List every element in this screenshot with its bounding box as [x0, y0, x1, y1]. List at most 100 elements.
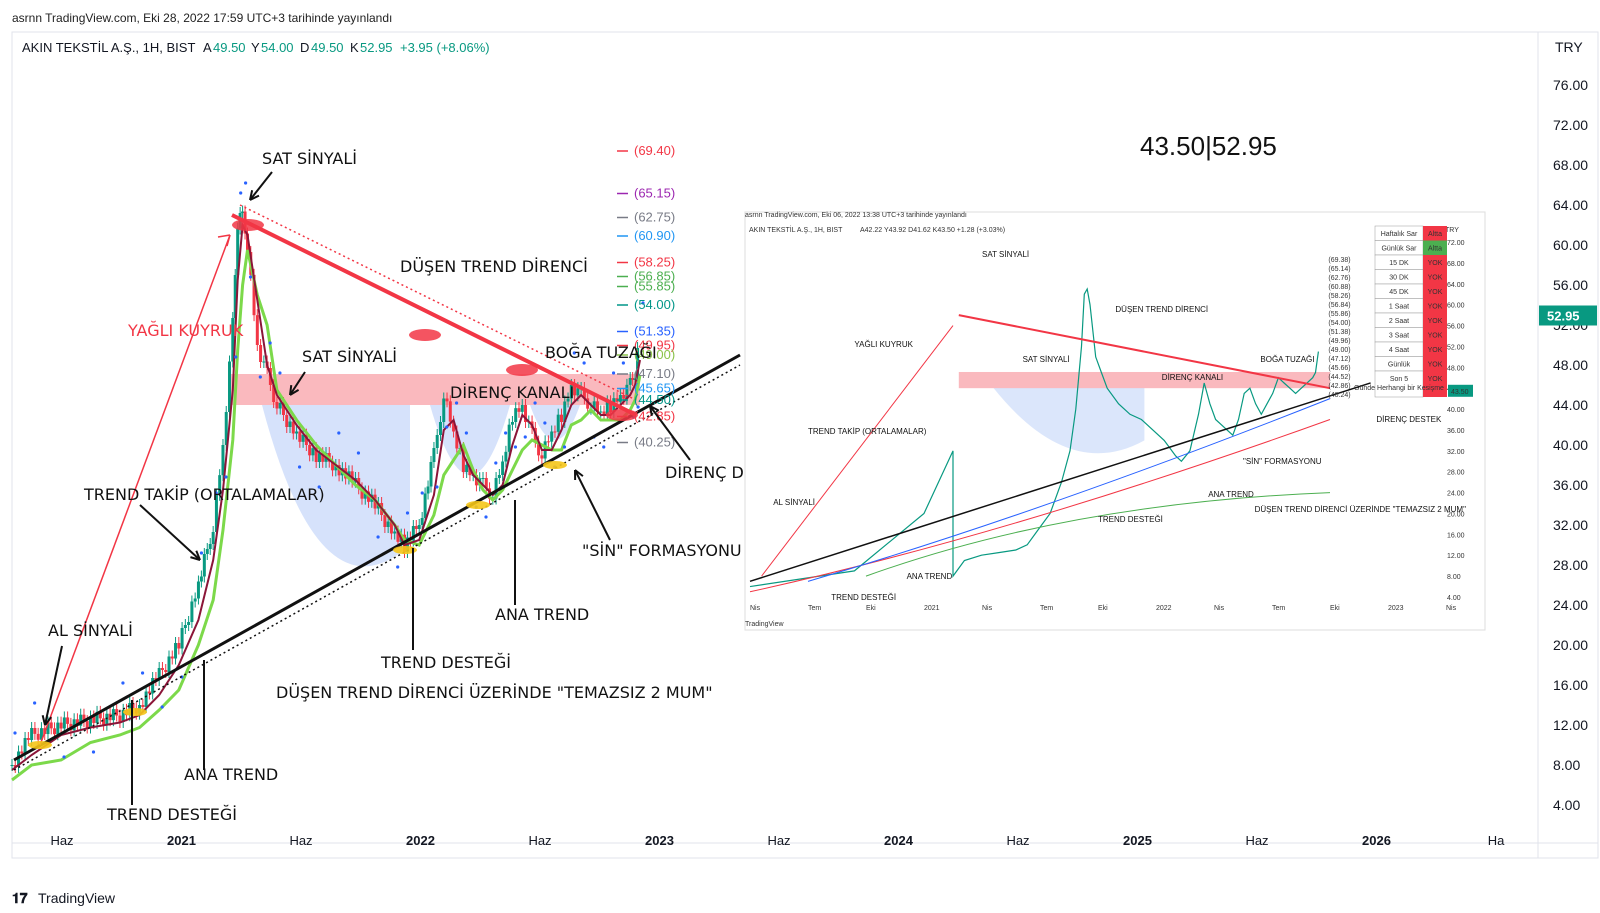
inset-x-tick: Eki	[866, 605, 876, 612]
rally-arrow-line	[39, 234, 231, 746]
ohlc-close: 52.95	[360, 40, 393, 55]
candle-body	[56, 722, 60, 735]
candle-body	[622, 395, 626, 399]
publish-info: asrnn TradingView.com, Eki 28, 2022 17:5…	[12, 11, 392, 25]
candle-body	[13, 765, 17, 767]
annotation-boga-tuzagi: BOĞA TUZAĞI	[545, 343, 657, 362]
sar-dot	[268, 341, 272, 345]
candle-body	[432, 448, 436, 462]
main-trend-support-dotted	[13, 364, 741, 771]
sar-dot	[243, 181, 248, 185]
inset-y-tick: 20.00	[1447, 511, 1465, 518]
y-tick-label: 68.00	[1553, 157, 1588, 173]
candle-body	[157, 668, 161, 680]
candle-body	[363, 491, 367, 499]
x-tick-label: Haz	[1245, 833, 1268, 848]
inset-table-label: 45 DK	[1389, 289, 1409, 296]
candle-body	[625, 384, 629, 399]
candle-body	[442, 398, 446, 422]
annotation-trend-takip: TREND TAKİP (ORTALAMALAR)	[83, 485, 325, 504]
tradingview-logo-icon: 𝟏𝟕	[12, 890, 28, 906]
candle-body	[193, 598, 197, 602]
y-tick-label: 16.00	[1553, 677, 1588, 693]
inset-y-tick: 8.00	[1447, 574, 1461, 581]
candle-body	[461, 448, 465, 472]
inset-y-tick: 52.00	[1447, 344, 1465, 351]
candle-body	[102, 718, 106, 725]
annotation-al-sinyali: AL SİNYALİ	[48, 621, 133, 640]
sar-dot	[494, 461, 498, 465]
sar-dot	[13, 731, 17, 735]
candle-body	[79, 714, 83, 726]
inset-resistance-zone	[958, 371, 1330, 389]
inset-table-label-cell	[1374, 370, 1424, 398]
y-tick-label: 28.00	[1553, 557, 1588, 573]
symbol-title[interactable]: AKIN TEKSTİL A.Ş., 1H, BIST	[22, 40, 195, 55]
inset-annotation-boga-tuzagi: BOĞA TUZAĞI	[1260, 355, 1314, 364]
sar-dot	[582, 361, 586, 365]
candle-body	[396, 531, 400, 542]
inset-annotation-dusen-trend-uzerinde: DÜŞEN TREND DİRENCİ ÜZERİNDE "TEMAZSIZ 2…	[1255, 505, 1466, 514]
inset-level-label: (49.00)	[1328, 347, 1350, 354]
x-tick-label: 2024	[884, 833, 914, 848]
candle-body	[331, 461, 335, 471]
y-axis[interactable]: 4.00 8.00 12.00 16.00 20.00 24.00 28.00 32.00 36…	[1553, 77, 1588, 813]
sar-dot	[234, 355, 238, 359]
candle-body	[507, 424, 511, 452]
annotation-arrow-head	[574, 469, 584, 481]
support-touch-marker	[28, 741, 52, 749]
support-touch-marker	[543, 461, 567, 469]
inset-annotation-trend-destegi-1: TREND DESTEĞİ	[831, 593, 896, 602]
candle-body	[196, 581, 200, 599]
x-axis[interactable]: Haz 2021 Haz 2022 Haz 2023 Haz 2024 Haz 2025 Haz 20…	[50, 833, 1505, 848]
inset-current-price-box	[1448, 384, 1473, 397]
inset-rally-arrow	[761, 325, 954, 577]
sar-dot	[224, 475, 228, 479]
main-trend-support-line	[13, 353, 741, 762]
annotation-arrow-head	[249, 190, 260, 201]
candle-body	[92, 716, 96, 723]
candle-body	[308, 445, 312, 456]
annotation-arrow	[44, 645, 63, 726]
candle-body	[205, 549, 209, 554]
inset-level-label: (47.12)	[1328, 356, 1350, 363]
candle-body	[501, 461, 505, 475]
candle-body	[221, 445, 225, 476]
candle-body	[576, 388, 580, 396]
candle-body	[481, 478, 485, 479]
candle-body	[553, 431, 557, 433]
candle-body	[298, 431, 302, 442]
candle-body	[160, 668, 164, 670]
tradingview-logo[interactable]: 𝟏𝟕 TradingView	[12, 890, 116, 906]
inset-level-label: (65.14)	[1328, 266, 1350, 273]
level-label: (62.75)	[634, 210, 675, 225]
candle-body	[566, 398, 570, 402]
candle-body	[170, 656, 174, 659]
inset-support-line	[749, 382, 1371, 583]
x-tick-label: Haz	[1006, 833, 1029, 848]
candle-body	[141, 705, 145, 707]
candle-body	[393, 531, 397, 534]
inset-table-value-cell	[1423, 342, 1447, 357]
level-label: (47.10)	[634, 366, 675, 381]
level-label: (44.50)	[634, 392, 675, 407]
candle-body	[187, 622, 191, 625]
annotation-arrow	[649, 405, 691, 461]
candle-body	[582, 388, 586, 399]
annotation-trend-destegi-1: TREND DESTEĞİ	[106, 805, 237, 824]
ohlc-close-label: K	[350, 40, 359, 55]
candle-body	[317, 453, 321, 462]
candle-body	[628, 378, 632, 385]
inset-level-label: (49.96)	[1328, 338, 1350, 345]
candle-body	[259, 345, 263, 362]
candle-body	[39, 728, 43, 740]
candle-body	[560, 414, 563, 422]
y-tick-label: 44.00	[1553, 397, 1588, 413]
candle-body	[569, 385, 573, 399]
candle-body	[23, 738, 27, 754]
candle-body	[66, 717, 70, 724]
x-tick-label: Haz	[767, 833, 790, 848]
level-label: (49.00)	[634, 347, 675, 362]
candle-body	[304, 434, 308, 445]
